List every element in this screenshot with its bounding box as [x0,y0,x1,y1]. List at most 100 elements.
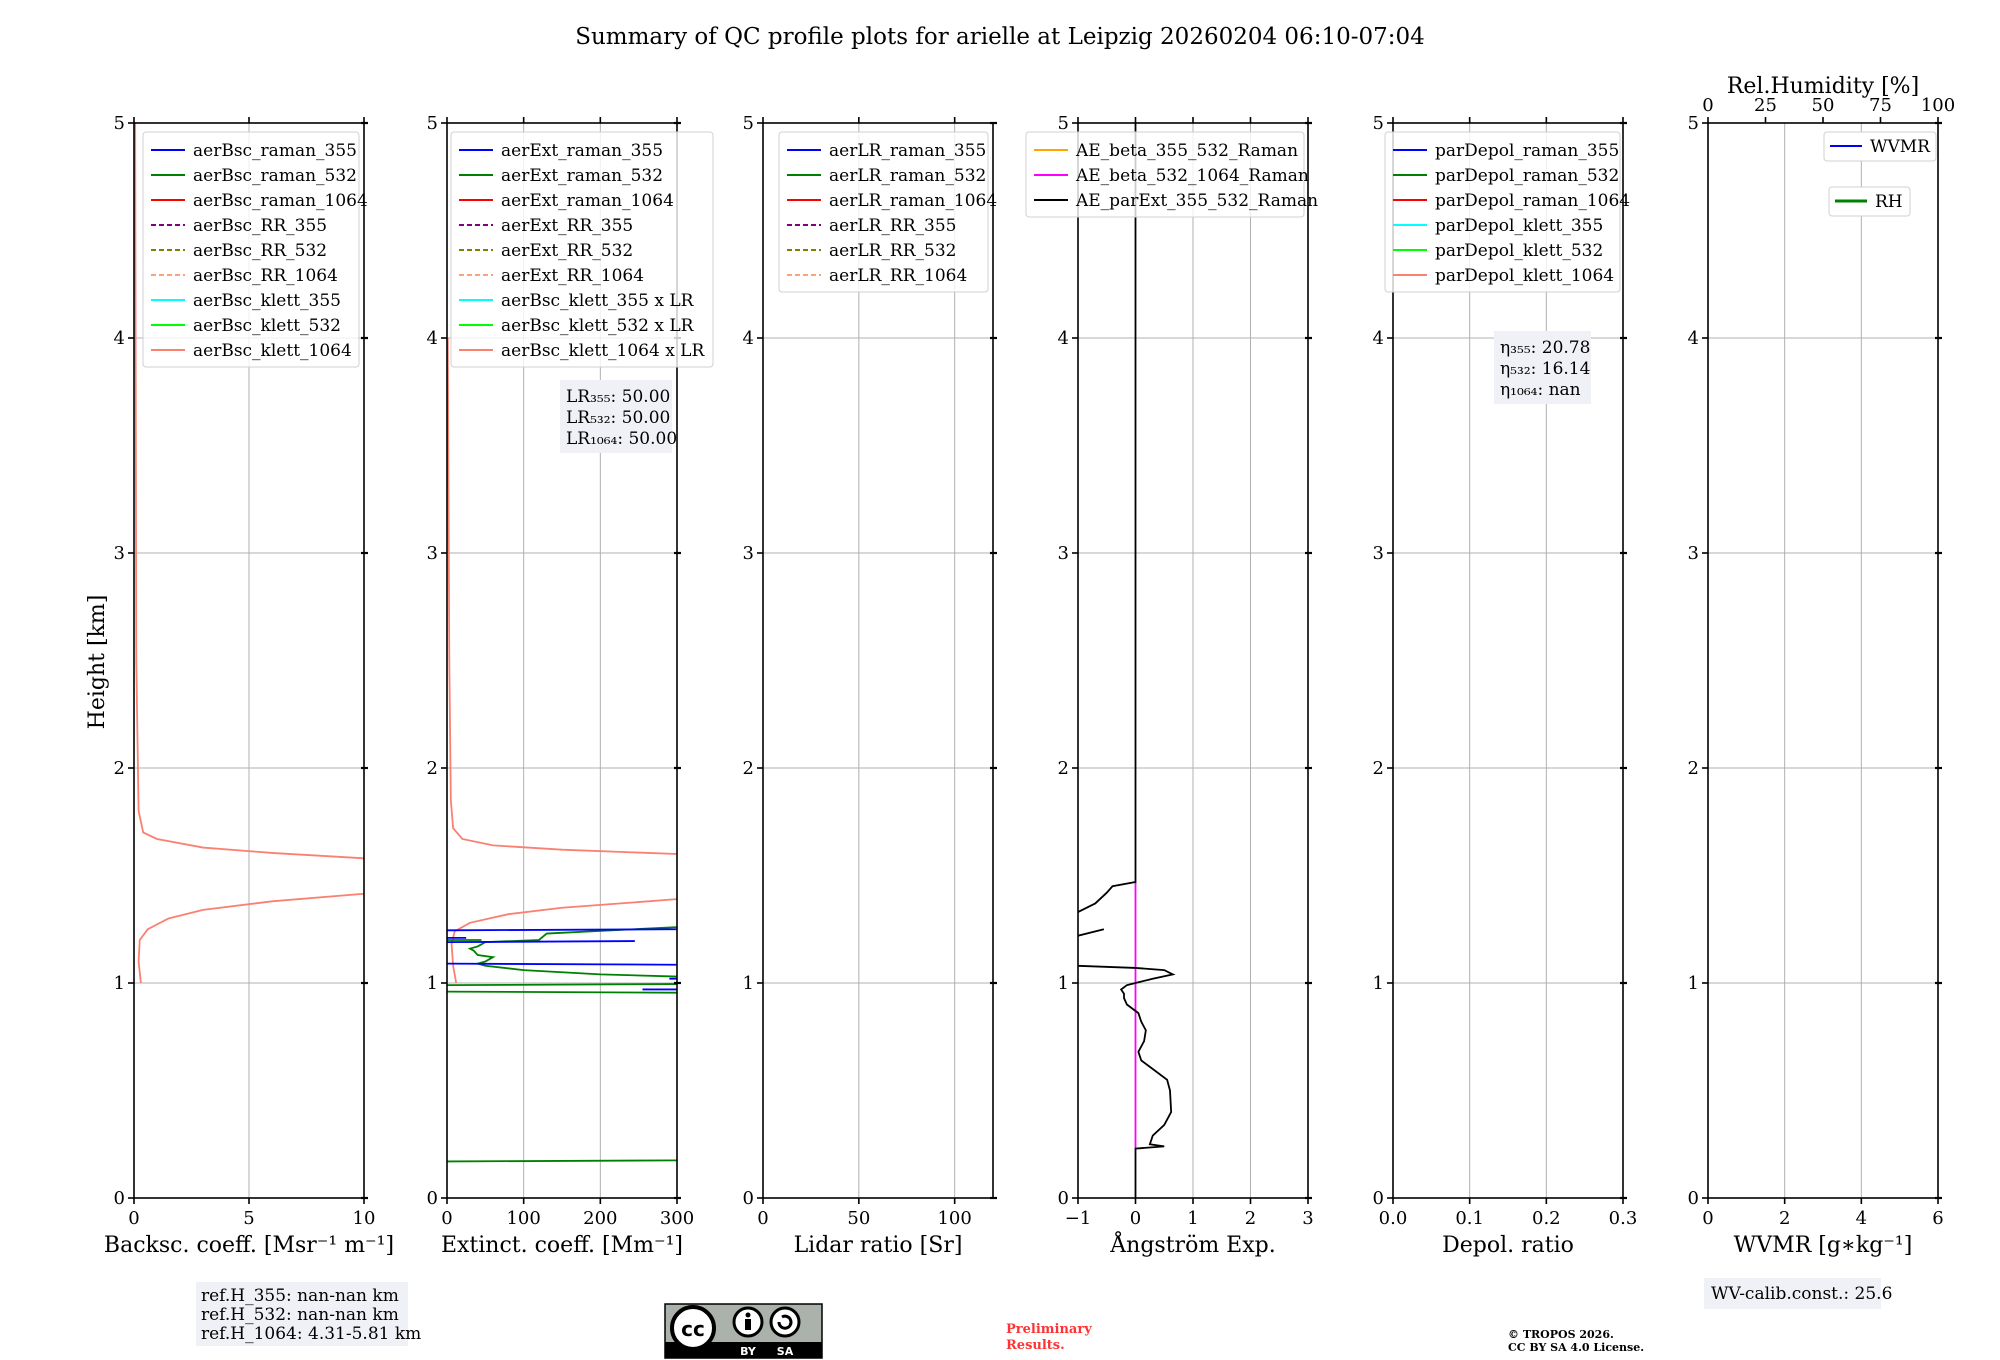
legend-entry: aerBsc_klett_532 x LR [501,316,695,336]
y-tick-label: 1 [114,973,125,994]
annotation-text: LR₃₅₅: 50.00 [566,387,670,407]
preliminary-line-2: Results. [1006,1338,1065,1353]
preliminary-line-1: Preliminary [1006,1322,1092,1337]
annotation-text: η₁₀₆₄: nan [1500,380,1581,400]
ref-height-1064: ref.H_1064: 4.31-5.81 km [201,1324,421,1344]
wv-calib-constant: WV-calib.const.: 25.6 [1711,1284,1892,1304]
legend-entry: aerLR_RR_1064 [829,266,967,286]
y-tick-label: 4 [427,328,438,349]
series-line-aerext-raman-532 [447,1159,677,1163]
panel-5: 0.0 0.1 0.2 0.3 0 1 2 3 4 5 Depol. ratio parDepol_r… [1373,113,1638,1258]
y-tick-label: 2 [427,758,438,779]
series-line-aerext-raman-355 [447,962,677,966]
y-tick-label: 3 [427,543,438,564]
y-tick-label: 2 [1688,758,1699,779]
y-tick-label: 0 [114,1188,125,1209]
series-line-aerbsc-klett-1064-x-lr [450,898,677,984]
preliminary-note: Preliminary Results. [1006,1322,1092,1353]
annotation-text: η₅₃₂: 16.14 [1500,359,1590,379]
legend-entry: aerBsc_klett_1064 [193,341,352,361]
sa-share-icon [769,1306,801,1338]
top-x-tick-label: 0 [1702,95,1713,116]
legend-rh: RH [1828,186,1911,217]
y-tick-label: 2 [1058,758,1069,779]
legend-entry: aerLR_raman_355 [829,141,986,161]
series-line-aerext-raman-532 [447,990,677,994]
legend-entry: AE_beta_532_1064_Raman [1075,166,1309,186]
y-tick-label: 0 [427,1188,438,1209]
legend-entry: aerLR_RR_532 [829,241,956,261]
by-label: BY [740,1345,757,1358]
cc-logo-text: cc [681,1317,705,1341]
legend-entry: aerExt_RR_532 [501,241,633,261]
series-line-aerext-raman-532 [447,983,677,987]
y-tick-label: 3 [743,543,754,564]
x-tick-label: 1 [1187,1208,1198,1229]
axes-frame [1392,122,1624,1199]
y-tick-label: 5 [1058,113,1069,134]
legend-entry: aerBsc_raman_532 [193,166,357,186]
cc-icon [670,1305,716,1351]
y-tick-label: 1 [743,973,754,994]
legend-entry: AE_beta_355_532_Raman [1075,141,1298,161]
x-tick-label: 0 [441,1208,452,1229]
legend-entry: RH [1875,192,1903,212]
annotation-text: LR₅₃₂: 50.00 [566,408,670,428]
x-tick-label: −1 [1065,1208,1092,1229]
legend-entry: aerExt_raman_1064 [501,191,674,211]
panel-3: 0 50 100 0 1 2 3 4 5 Lidar ratio [Sr] aerLR_raman_… [743,113,998,1258]
x-tick-label: 2 [1779,1208,1790,1229]
legend-entry: aerLR_RR_355 [829,216,956,236]
copyright-note: © TROPOS 2026. CC BY SA 4.0 License. [1508,1328,1644,1354]
series-line-ae-parext-355-532-raman [1078,928,1105,937]
x-tick-label: 300 [660,1208,694,1229]
y-tick-label: 0 [1688,1188,1699,1209]
legend-entry: WVMR [1870,137,1931,157]
axes-frame [762,122,994,1199]
series-line-aerext-raman-355 [447,940,635,944]
axes-frame [1707,122,1939,1199]
x-tick-label: 3 [1302,1208,1313,1229]
y-tick-label: 3 [1058,543,1069,564]
legend-entry: parDepol_raman_355 [1435,141,1619,161]
x-axis-label: Depol. ratio [1442,1233,1574,1258]
legend-entry: aerExt_raman_355 [501,141,663,161]
cc-by-sa-logo: cc BY SA [664,1303,823,1359]
y-axis-label: Height [km] [85,595,110,730]
series-line-aerext-raman-532 [467,926,677,978]
legend-entry: aerBsc_raman_355 [193,141,357,161]
legend-entry: aerBsc_RR_532 [193,241,327,261]
figure-title: Summary of QC profile plots for arielle … [575,24,1425,50]
x-tick-label: 6 [1932,1208,1943,1229]
series-line-aerbsc-klett-1064 [134,123,364,860]
y-tick-label: 5 [743,113,754,134]
y-tick-label: 2 [743,758,754,779]
y-tick-label: 5 [114,113,125,134]
y-tick-label: 0 [743,1188,754,1209]
wv-calib-box: WV-calib.const.: 25.6 [1704,1278,1892,1309]
legend: aerExt_raman_355 aerExt_raman_532 aerExt_r… [450,131,714,368]
ref-height-532: ref.H_532: nan-nan km [201,1305,399,1325]
legend-entry: parDepol_klett_355 [1435,216,1603,236]
annotation-text: LR₁₀₆₄: 50.00 [566,429,677,449]
top-x-tick-label: 75 [1869,95,1892,116]
y-tick-label: 4 [1058,328,1069,349]
x-tick-label: 5 [243,1208,254,1229]
series-line-aerbsc-klett-1064 [137,892,364,984]
series-line-aerbsc-klett-1064-x-lr [447,337,677,855]
x-tick-label: 2 [1245,1208,1256,1229]
legend-entry: aerBsc_RR_1064 [193,266,338,286]
ref-height-box: ref.H_355: nan-nan km ref.H_532: nan-nan… [196,1282,421,1346]
y-tick-label: 1 [427,973,438,994]
x-tick-label: 0.2 [1532,1208,1561,1229]
y-tick-label: 5 [1373,113,1384,134]
x-tick-label: 4 [1856,1208,1867,1229]
y-tick-label: 5 [427,113,438,134]
y-tick-label: 4 [1373,328,1384,349]
legend-entry: aerBsc_klett_355 x LR [501,291,695,311]
x-tick-label: 0.0 [1379,1208,1408,1229]
x-axis-label: Ångström Exp. [1109,1230,1275,1258]
